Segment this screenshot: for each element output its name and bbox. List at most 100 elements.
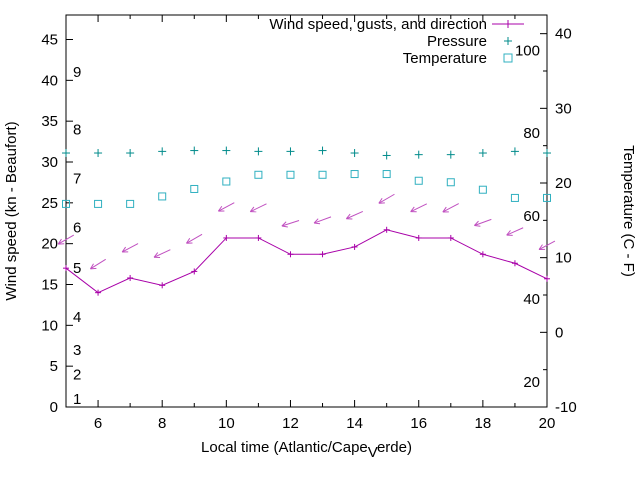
y-left-tick-label: 15 <box>41 277 58 294</box>
gust-arrow-shaft <box>153 249 171 258</box>
x-tick-label: 14 <box>346 415 363 432</box>
axis-titles: Local time (Atlantic/CapeVerde) Wind spee… <box>3 121 637 461</box>
gust-arrow-head <box>474 220 479 226</box>
gust-arrow-head <box>506 230 511 236</box>
fahrenheit-label: 60 <box>523 208 540 225</box>
temperature-point <box>222 177 231 186</box>
gust-arrow-head <box>378 197 383 204</box>
legend-label-wind: Wind speed, gusts, and direction <box>269 16 487 33</box>
gust-arrows <box>57 193 556 270</box>
gust-arrow-shaft <box>121 243 139 253</box>
gust-arrow-head <box>345 213 351 220</box>
gust-arrow-shaft <box>250 203 267 213</box>
y-left-tick-label: 30 <box>41 154 58 171</box>
x-axis-title: Local time (Atlantic/CapeVerde) <box>201 439 412 461</box>
x-tick-label: 20 <box>539 415 556 432</box>
gust-arrow-head <box>281 225 288 228</box>
fahrenheit-label: 100 <box>515 42 540 59</box>
y-left-tick-label: 40 <box>41 72 58 89</box>
gust-arrow-head <box>474 225 481 227</box>
beaufort-label: 6 <box>73 219 81 236</box>
gust-arrow-shaft <box>538 240 556 250</box>
pressure-series <box>62 146 551 160</box>
gust-arrow-shaft <box>378 193 395 204</box>
gust-arrow-head <box>410 206 415 212</box>
gust-arrow-shaft <box>57 234 75 245</box>
fahrenheit-label: 80 <box>523 125 540 142</box>
gust-arrow-head <box>313 218 319 224</box>
beaufort-label: 2 <box>73 366 81 383</box>
gust-arrow-head <box>57 238 62 245</box>
x-tick-label: 18 <box>475 415 492 432</box>
y-left-tick-label: 45 <box>41 32 58 49</box>
gust-arrow-shaft <box>186 233 203 244</box>
y-right-tick-label: 10 <box>555 250 572 267</box>
y-left-axis-title: Wind speed (kn - Beaufort) <box>3 121 20 300</box>
temperature-point <box>446 178 455 187</box>
gust-arrow-head <box>281 221 287 227</box>
temperature-series <box>62 170 551 208</box>
fahrenheit-scale-labels: 20 40 60 80 100 <box>515 42 540 391</box>
fahrenheit-label: 40 <box>523 291 540 308</box>
gust-arrow-shaft <box>313 216 332 224</box>
beaufort-label: 3 <box>73 342 81 359</box>
gust-arrow-head <box>442 206 447 213</box>
temperature-point <box>126 199 135 208</box>
temperature-point <box>382 170 391 179</box>
beaufort-label: 5 <box>73 260 81 277</box>
temperature-point <box>318 170 327 179</box>
gust-arrow-shaft <box>506 227 524 236</box>
gust-arrow-head <box>153 252 159 258</box>
beaufort-label: 9 <box>73 64 81 81</box>
gust-arrow-head <box>314 222 321 225</box>
beaufort-label: 4 <box>73 309 81 326</box>
temperature-point <box>94 199 103 208</box>
wind-speed-line <box>65 229 548 294</box>
gust-arrow-head <box>90 263 94 270</box>
temperature-point <box>62 199 70 208</box>
gust-arrow-head <box>90 267 97 270</box>
x-tick-label: 16 <box>410 415 427 432</box>
y-right-axis-title: Temperature (C - F) <box>620 145 637 277</box>
beaufort-scale-labels: 1 2 3 4 5 6 7 8 9 <box>73 64 81 408</box>
temperature-point <box>478 185 487 194</box>
y-right-tick-label: 30 <box>555 100 572 117</box>
gust-arrow-head <box>217 205 223 212</box>
y-right-tick-label: 40 <box>555 26 572 43</box>
x-tick-label: 6 <box>94 415 102 432</box>
y-left-tick-label: 10 <box>41 317 58 334</box>
beaufort-label: 1 <box>73 391 81 408</box>
x-tick-label: 8 <box>158 415 166 432</box>
temperature-point <box>190 184 199 193</box>
gust-arrow-head <box>249 206 255 212</box>
legend-label-temperature: Temperature <box>403 50 487 67</box>
y-left-tick-label: 20 <box>41 236 58 253</box>
x-tick-label: 12 <box>282 415 299 432</box>
gust-arrow-shaft <box>346 210 364 220</box>
temperature-point <box>286 170 295 179</box>
y-left-tick-label: 35 <box>41 113 58 130</box>
y-right-tick-label: -10 <box>555 399 577 416</box>
wind-series <box>63 226 550 296</box>
x-tick-label: 10 <box>218 415 235 432</box>
gust-arrow-head <box>186 237 191 244</box>
y-right-tick-label: 20 <box>555 175 572 192</box>
gust-arrow-shaft <box>218 202 235 212</box>
axes: 6 8 10 12 14 16 18 20051015202530354045-1001020… <box>41 14 577 432</box>
temperature-point <box>543 193 551 202</box>
temperature-point <box>414 176 423 185</box>
temperature-point <box>254 170 263 179</box>
beaufort-label: 8 <box>73 121 81 138</box>
temperature-point <box>350 170 359 179</box>
temperature-point <box>510 193 519 202</box>
beaufort-label: 7 <box>73 170 81 187</box>
y-left-tick-label: 5 <box>50 358 58 375</box>
gust-arrow-shaft <box>442 203 459 213</box>
gust-arrow-head <box>538 244 543 250</box>
gust-arrow-shaft <box>90 258 106 270</box>
gust-arrow-shaft <box>474 218 492 226</box>
legend-label-pressure: Pressure <box>427 33 487 50</box>
temperature-point <box>158 192 167 201</box>
